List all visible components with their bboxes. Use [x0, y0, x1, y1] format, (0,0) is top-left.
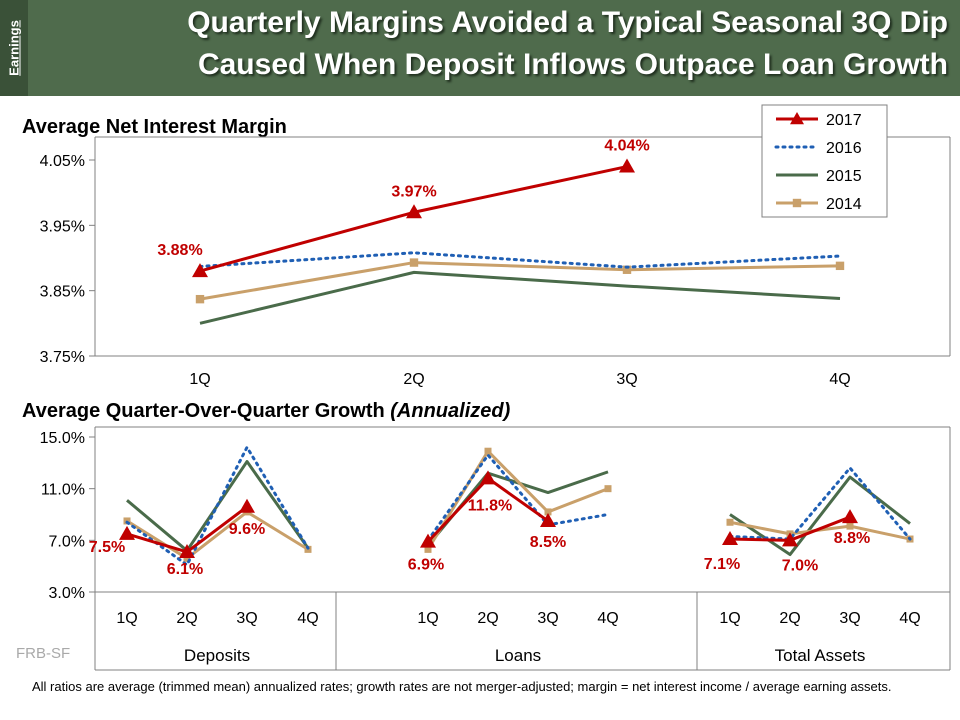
margin-series-line-2016 — [198, 251, 842, 269]
margin-point-2017 — [192, 263, 208, 278]
growth-series-line-2015 — [729, 475, 911, 557]
growth-y-tick-label: 15.0% — [40, 430, 85, 447]
margin-data-label: 4.04% — [604, 138, 649, 155]
growth-chart-title: Average Quarter-Over-Quarter Growth (Ann… — [22, 400, 511, 422]
growth-series-line-2016 — [728, 466, 912, 541]
growth-y-tick-label: 3.0% — [49, 585, 85, 602]
legend-label-2015: 2015 — [826, 168, 862, 185]
margin-series-line-2017 — [199, 165, 628, 273]
growth-point-2014 — [604, 485, 612, 493]
margin-point-2014 — [195, 294, 205, 304]
growth-point-2017 — [540, 512, 556, 527]
growth-point-2017 — [842, 509, 858, 524]
margin-legend-box — [761, 104, 888, 218]
growth-data-label: 6.9% — [408, 557, 444, 574]
growth-group-label: Deposits — [184, 646, 250, 665]
growth-y-tick-label: 11.0% — [41, 482, 85, 499]
growth-x-tick-label: 1Q — [417, 610, 438, 627]
margin-point-2014 — [622, 265, 632, 274]
growth-point-2014 — [726, 518, 734, 526]
page-title-line-1: Quarterly Margins Avoided a Typical Seas… — [187, 6, 948, 39]
growth-chart-title-suffix: (Annualized) — [390, 400, 510, 422]
legend-label-2016: 2016 — [826, 140, 862, 157]
growth-y-tick-label: 7.0% — [49, 533, 85, 550]
growth-x-tick-label: 4Q — [597, 610, 618, 627]
growth-point-2017 — [420, 533, 436, 548]
growth-data-label: 8.8% — [834, 530, 870, 547]
margin-data-label: 3.88% — [157, 242, 202, 259]
growth-x-tick-label: 2Q — [176, 610, 197, 627]
margin-point-2017 — [406, 204, 422, 219]
growth-series-line-2016 — [426, 453, 610, 542]
margin-x-tick-label: 1Q — [189, 371, 210, 388]
growth-data-label: 11.8% — [468, 497, 512, 514]
growth-data-label: 8.5% — [530, 534, 566, 551]
section-tab: Earnings — [0, 0, 28, 96]
margin-point-2014 — [409, 258, 419, 267]
growth-point-2014 — [544, 508, 552, 516]
margin-y-tick-label: 3.75% — [40, 349, 85, 366]
page-title-line-2: Caused When Deposit Inflows Outpace Loan… — [197, 48, 948, 81]
margin-y-tick-label: 3.95% — [40, 218, 85, 235]
growth-point-2014 — [183, 554, 191, 562]
growth-x-tick-label: 3Q — [537, 610, 558, 627]
legend-label-2017: 2017 — [826, 112, 862, 129]
growth-point-2014 — [424, 545, 432, 553]
growth-point-2017 — [722, 531, 738, 546]
growth-point-2014 — [846, 522, 854, 530]
growth-group-label: Total Assets — [775, 646, 866, 665]
margin-y-tick-label: 3.85% — [40, 284, 85, 301]
growth-point-2017 — [119, 525, 135, 540]
growth-point-2017 — [179, 543, 195, 558]
growth-point-2014 — [484, 447, 492, 455]
title-banner: Earnings Quarterly Margins Avoided a Typ… — [0, 0, 960, 96]
growth-data-label: 7.1% — [704, 556, 740, 573]
margin-chart-title: Average Net Interest Margin — [22, 116, 287, 138]
watermark: FRB-SF — [16, 645, 71, 662]
growth-group-label: Loans — [495, 646, 541, 665]
growth-series-line-2016 — [125, 445, 310, 567]
growth-point-2017 — [480, 470, 496, 485]
margin-series-line-2015 — [199, 270, 841, 325]
growth-x-tick-label: 3Q — [839, 610, 860, 627]
growth-data-label: 7.0% — [782, 557, 818, 574]
margin-point-2014 — [835, 261, 845, 271]
growth-x-tick-label: 1Q — [116, 610, 137, 627]
legend-marker-2014 — [792, 198, 802, 208]
margin-x-tick-label: 3Q — [616, 371, 637, 388]
growth-x-tick-label: 2Q — [477, 610, 498, 627]
growth-data-label: 7.5% — [89, 539, 125, 556]
legend-marker-2017 — [790, 112, 804, 125]
margin-data-label: 3.97% — [391, 183, 436, 200]
growth-point-2017 — [782, 532, 798, 547]
legend-label-2014: 2014 — [826, 196, 862, 213]
margin-point-2017 — [619, 158, 635, 173]
growth-series-line-2014 — [126, 510, 309, 560]
growth-x-tick-label: 1Q — [719, 610, 740, 627]
growth-x-tick-label: 4Q — [899, 610, 920, 627]
margin-y-tick-label: 4.05% — [40, 153, 85, 170]
growth-x-tick-label: 4Q — [297, 610, 318, 627]
margin-series-line-2014 — [199, 261, 841, 301]
growth-x-tick-label: 2Q — [779, 610, 800, 627]
growth-data-label: 6.1% — [167, 561, 203, 578]
growth-x-tick-label: 3Q — [236, 610, 257, 627]
margin-x-tick-label: 4Q — [829, 371, 850, 388]
footnote: All ratios are average (trimmed mean) an… — [32, 679, 892, 694]
growth-point-2017 — [239, 498, 255, 513]
margin-x-tick-label: 2Q — [403, 371, 424, 388]
growth-data-label: 9.6% — [229, 521, 265, 538]
